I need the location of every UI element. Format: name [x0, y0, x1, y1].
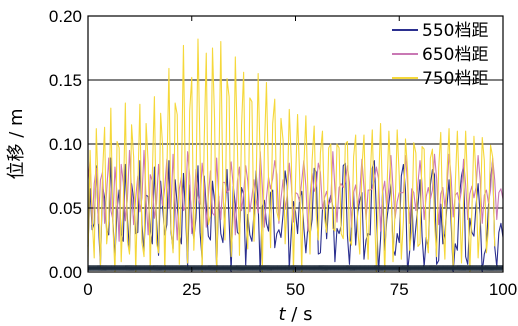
legend-label-3: 750档距 [422, 69, 488, 89]
x-axis-title: t / s [279, 304, 313, 325]
x-axis-title-variable: t [279, 304, 287, 325]
x-axis-title-unit: / s [286, 304, 313, 325]
x-tick-label-4: 100 [489, 280, 517, 299]
legend-label-1: 550档距 [422, 21, 488, 41]
x-tick-label-2: 50 [286, 280, 305, 299]
x-tick-label-0: 0 [83, 280, 92, 299]
y-tick-label-3: 0.15 [49, 71, 82, 90]
x-tick-label-3: 75 [390, 280, 409, 299]
y-tick-label-0: 0.00 [49, 263, 82, 282]
legend-label-2: 650档距 [422, 45, 488, 65]
y-axis-title: 位移 / m [6, 108, 27, 179]
series-line-3 [87, 38, 496, 273]
tick-labels: 0 25 50 75 100 0.00 0.05 0.10 0.15 0.20 [49, 7, 517, 299]
axis-ticks [87, 15, 504, 273]
y-tick-label-2: 0.10 [49, 135, 82, 154]
x-tick-label-1: 25 [182, 280, 201, 299]
y-tick-label-4: 0.20 [49, 7, 82, 26]
y-tick-label-1: 0.05 [49, 199, 82, 218]
legend: 550档距 650档距 750档距 [392, 21, 488, 89]
